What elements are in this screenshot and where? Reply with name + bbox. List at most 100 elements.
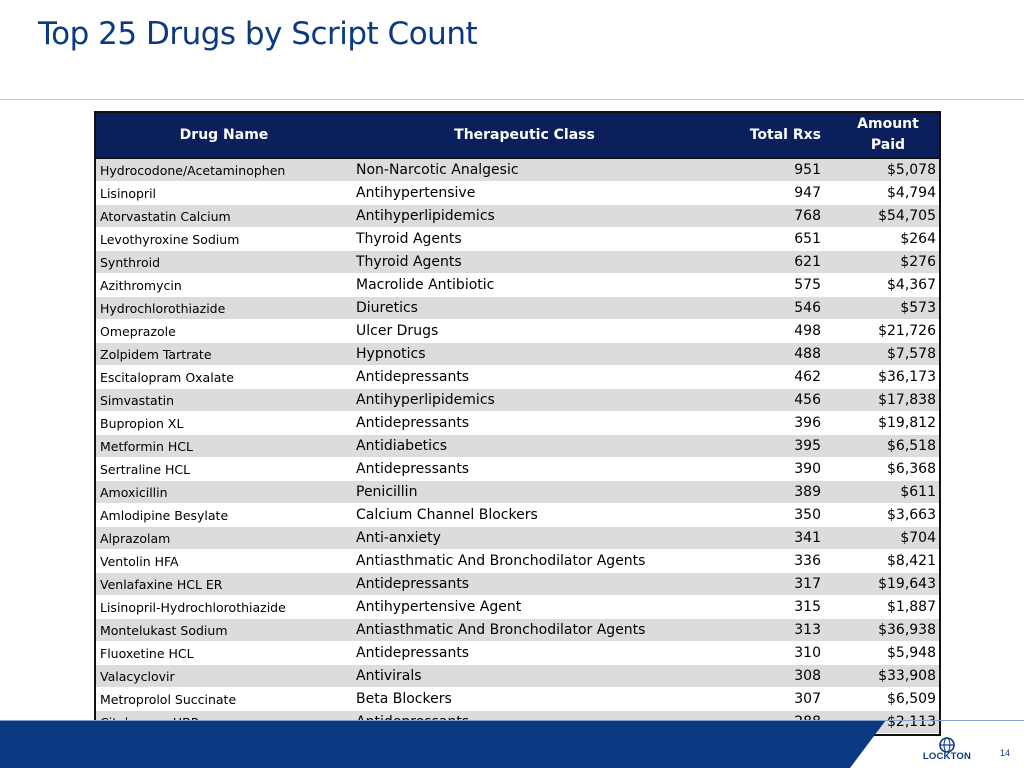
cell-amount-paid: $19,643 bbox=[837, 572, 939, 596]
cell-total-rxs: 488 bbox=[697, 342, 837, 366]
table-row: Ventolin HFA Antiasthmatic And Bronchodil… bbox=[96, 549, 939, 573]
cell-therapeutic-class: Antidepressants bbox=[352, 641, 697, 665]
cell-amount-paid: $36,173 bbox=[837, 365, 939, 389]
table-row: Azithromycin Macrolide Antibiotic 575 $4,36… bbox=[96, 273, 939, 297]
table-row: Omeprazole Ulcer Drugs 498 $21,726 bbox=[96, 319, 939, 343]
cell-drug-name: Venlafaxine HCL ER bbox=[96, 572, 352, 596]
cell-therapeutic-class: Antidepressants bbox=[352, 365, 697, 389]
cell-drug-name: Metroprolol Succinate bbox=[96, 687, 352, 711]
table-row: Lisinopril-Hydrochlorothiazide Antihypert… bbox=[96, 595, 939, 619]
cell-amount-paid: $8,421 bbox=[837, 549, 939, 573]
cell-amount-paid: $704 bbox=[837, 526, 939, 550]
cell-total-rxs: 947 bbox=[697, 181, 837, 205]
cell-drug-name: Alprazolam bbox=[96, 526, 352, 550]
cell-total-rxs: 310 bbox=[697, 641, 837, 665]
cell-drug-name: Atorvastatin Calcium bbox=[96, 204, 352, 228]
cell-therapeutic-class: Antiasthmatic And Bronchodilator Agents bbox=[352, 549, 697, 573]
cell-total-rxs: 951 bbox=[697, 158, 837, 182]
cell-amount-paid: $21,726 bbox=[837, 319, 939, 343]
cell-drug-name: Simvastatin bbox=[96, 388, 352, 412]
title-divider bbox=[0, 99, 1024, 100]
cell-amount-paid: $6,368 bbox=[837, 457, 939, 481]
table-row: Escitalopram Oxalate Antidepressants 462 $3… bbox=[96, 365, 939, 389]
cell-therapeutic-class: Macrolide Antibiotic bbox=[352, 273, 697, 297]
table-row: Venlafaxine HCL ER Antidepressants 317 $19,… bbox=[96, 572, 939, 596]
cell-total-rxs: 341 bbox=[697, 526, 837, 550]
cell-therapeutic-class: Antihyperlipidemics bbox=[352, 388, 697, 412]
cell-amount-paid: $3,663 bbox=[837, 503, 939, 527]
cell-drug-name: Hydrocodone/Acetaminophen bbox=[96, 158, 352, 182]
cell-drug-name: Amoxicillin bbox=[96, 480, 352, 504]
cell-amount-paid: $17,838 bbox=[837, 388, 939, 412]
cell-drug-name: Ventolin HFA bbox=[96, 549, 352, 573]
cell-total-rxs: 462 bbox=[697, 365, 837, 389]
cell-therapeutic-class: Antihypertensive bbox=[352, 181, 697, 205]
cell-therapeutic-class: Antidepressants bbox=[352, 411, 697, 435]
table-row: Valacyclovir Antivirals 308 $33,908 bbox=[96, 664, 939, 688]
cell-drug-name: Bupropion XL bbox=[96, 411, 352, 435]
cell-amount-paid: $5,948 bbox=[837, 641, 939, 665]
table-row: Lisinopril Antihypertensive 947 $4,794 bbox=[96, 181, 939, 205]
table-row: Synthroid Thyroid Agents 621 $276 bbox=[96, 250, 939, 274]
cell-total-rxs: 350 bbox=[697, 503, 837, 527]
cell-amount-paid: $2,113 bbox=[837, 710, 939, 734]
cell-total-rxs: 396 bbox=[697, 411, 837, 435]
cell-drug-name: Omeprazole bbox=[96, 319, 352, 343]
footer-band bbox=[0, 720, 1024, 768]
slide-title: Top 25 Drugs by Script Count bbox=[38, 16, 478, 52]
cell-amount-paid: $611 bbox=[837, 480, 939, 504]
table-row: Amoxicillin Penicillin 389 $611 bbox=[96, 480, 939, 504]
cell-total-rxs: 336 bbox=[697, 549, 837, 573]
table-row: Atorvastatin Calcium Antihyperlipidemics 7… bbox=[96, 204, 939, 228]
table-row: Sertraline HCL Antidepressants 390 $6,368 bbox=[96, 457, 939, 481]
drugs-table-container: Drug Name Therapeutic Class Total Rxs Am… bbox=[94, 111, 941, 736]
cell-drug-name: Hydrochlorothiazide bbox=[96, 296, 352, 320]
table-row: Hydrocodone/Acetaminophen Non-Narcotic An… bbox=[96, 158, 939, 182]
header-amount-line1: Amount bbox=[857, 116, 919, 132]
cell-therapeutic-class: Antivirals bbox=[352, 664, 697, 688]
cell-amount-paid: $19,812 bbox=[837, 411, 939, 435]
drugs-table: Drug Name Therapeutic Class Total Rxs Am… bbox=[96, 113, 939, 734]
cell-total-rxs: 317 bbox=[697, 572, 837, 596]
table-row: Zolpidem Tartrate Hypnotics 488 $7,578 bbox=[96, 342, 939, 366]
cell-total-rxs: 498 bbox=[697, 319, 837, 343]
cell-total-rxs: 546 bbox=[697, 296, 837, 320]
cell-therapeutic-class: Diuretics bbox=[352, 296, 697, 320]
cell-amount-paid: $276 bbox=[837, 250, 939, 274]
cell-therapeutic-class: Penicillin bbox=[352, 480, 697, 504]
cell-amount-paid: $54,705 bbox=[837, 204, 939, 228]
cell-drug-name: Escitalopram Oxalate bbox=[96, 365, 352, 389]
cell-drug-name: Azithromycin bbox=[96, 273, 352, 297]
page-number: 14 bbox=[999, 748, 1010, 758]
cell-drug-name: Valacyclovir bbox=[96, 664, 352, 688]
logo-text: LOCKTON bbox=[922, 751, 972, 762]
table-row: Metroprolol Succinate Beta Blockers 307 $6,… bbox=[96, 687, 939, 711]
cell-drug-name: Sertraline HCL bbox=[96, 457, 352, 481]
cell-amount-paid: $5,078 bbox=[837, 158, 939, 182]
header-therapeutic-class: Therapeutic Class bbox=[352, 113, 697, 159]
cell-total-rxs: 308 bbox=[697, 664, 837, 688]
table-row: Fluoxetine HCL Antidepressants 310 $5,948 bbox=[96, 641, 939, 665]
cell-therapeutic-class: Antidepressants bbox=[352, 572, 697, 596]
cell-total-rxs: 768 bbox=[697, 204, 837, 228]
cell-therapeutic-class: Antihypertensive Agent bbox=[352, 595, 697, 619]
cell-total-rxs: 395 bbox=[697, 434, 837, 458]
header-amount-paid: Amount Paid bbox=[837, 113, 939, 159]
cell-drug-name: Fluoxetine HCL bbox=[96, 641, 352, 665]
table-row: Amlodipine Besylate Calcium Channel Block… bbox=[96, 503, 939, 527]
cell-therapeutic-class: Anti-anxiety bbox=[352, 526, 697, 550]
header-total-rxs: Total Rxs bbox=[697, 113, 837, 159]
cell-therapeutic-class: Beta Blockers bbox=[352, 687, 697, 711]
cell-total-rxs: 389 bbox=[697, 480, 837, 504]
cell-drug-name: Zolpidem Tartrate bbox=[96, 342, 352, 366]
table-row: Alprazolam Anti-anxiety 341 $704 bbox=[96, 526, 939, 550]
cell-total-rxs: 307 bbox=[697, 687, 837, 711]
table-row: Simvastatin Antihyperlipidemics 456 $17,838 bbox=[96, 388, 939, 412]
cell-drug-name: Metformin HCL bbox=[96, 434, 352, 458]
cell-drug-name: Montelukast Sodium bbox=[96, 618, 352, 642]
footer-blue-band bbox=[0, 720, 886, 768]
cell-therapeutic-class: Antidepressants bbox=[352, 457, 697, 481]
cell-amount-paid: $36,938 bbox=[837, 618, 939, 642]
header-amount-line2: Paid bbox=[870, 137, 906, 153]
cell-therapeutic-class: Calcium Channel Blockers bbox=[352, 503, 697, 527]
